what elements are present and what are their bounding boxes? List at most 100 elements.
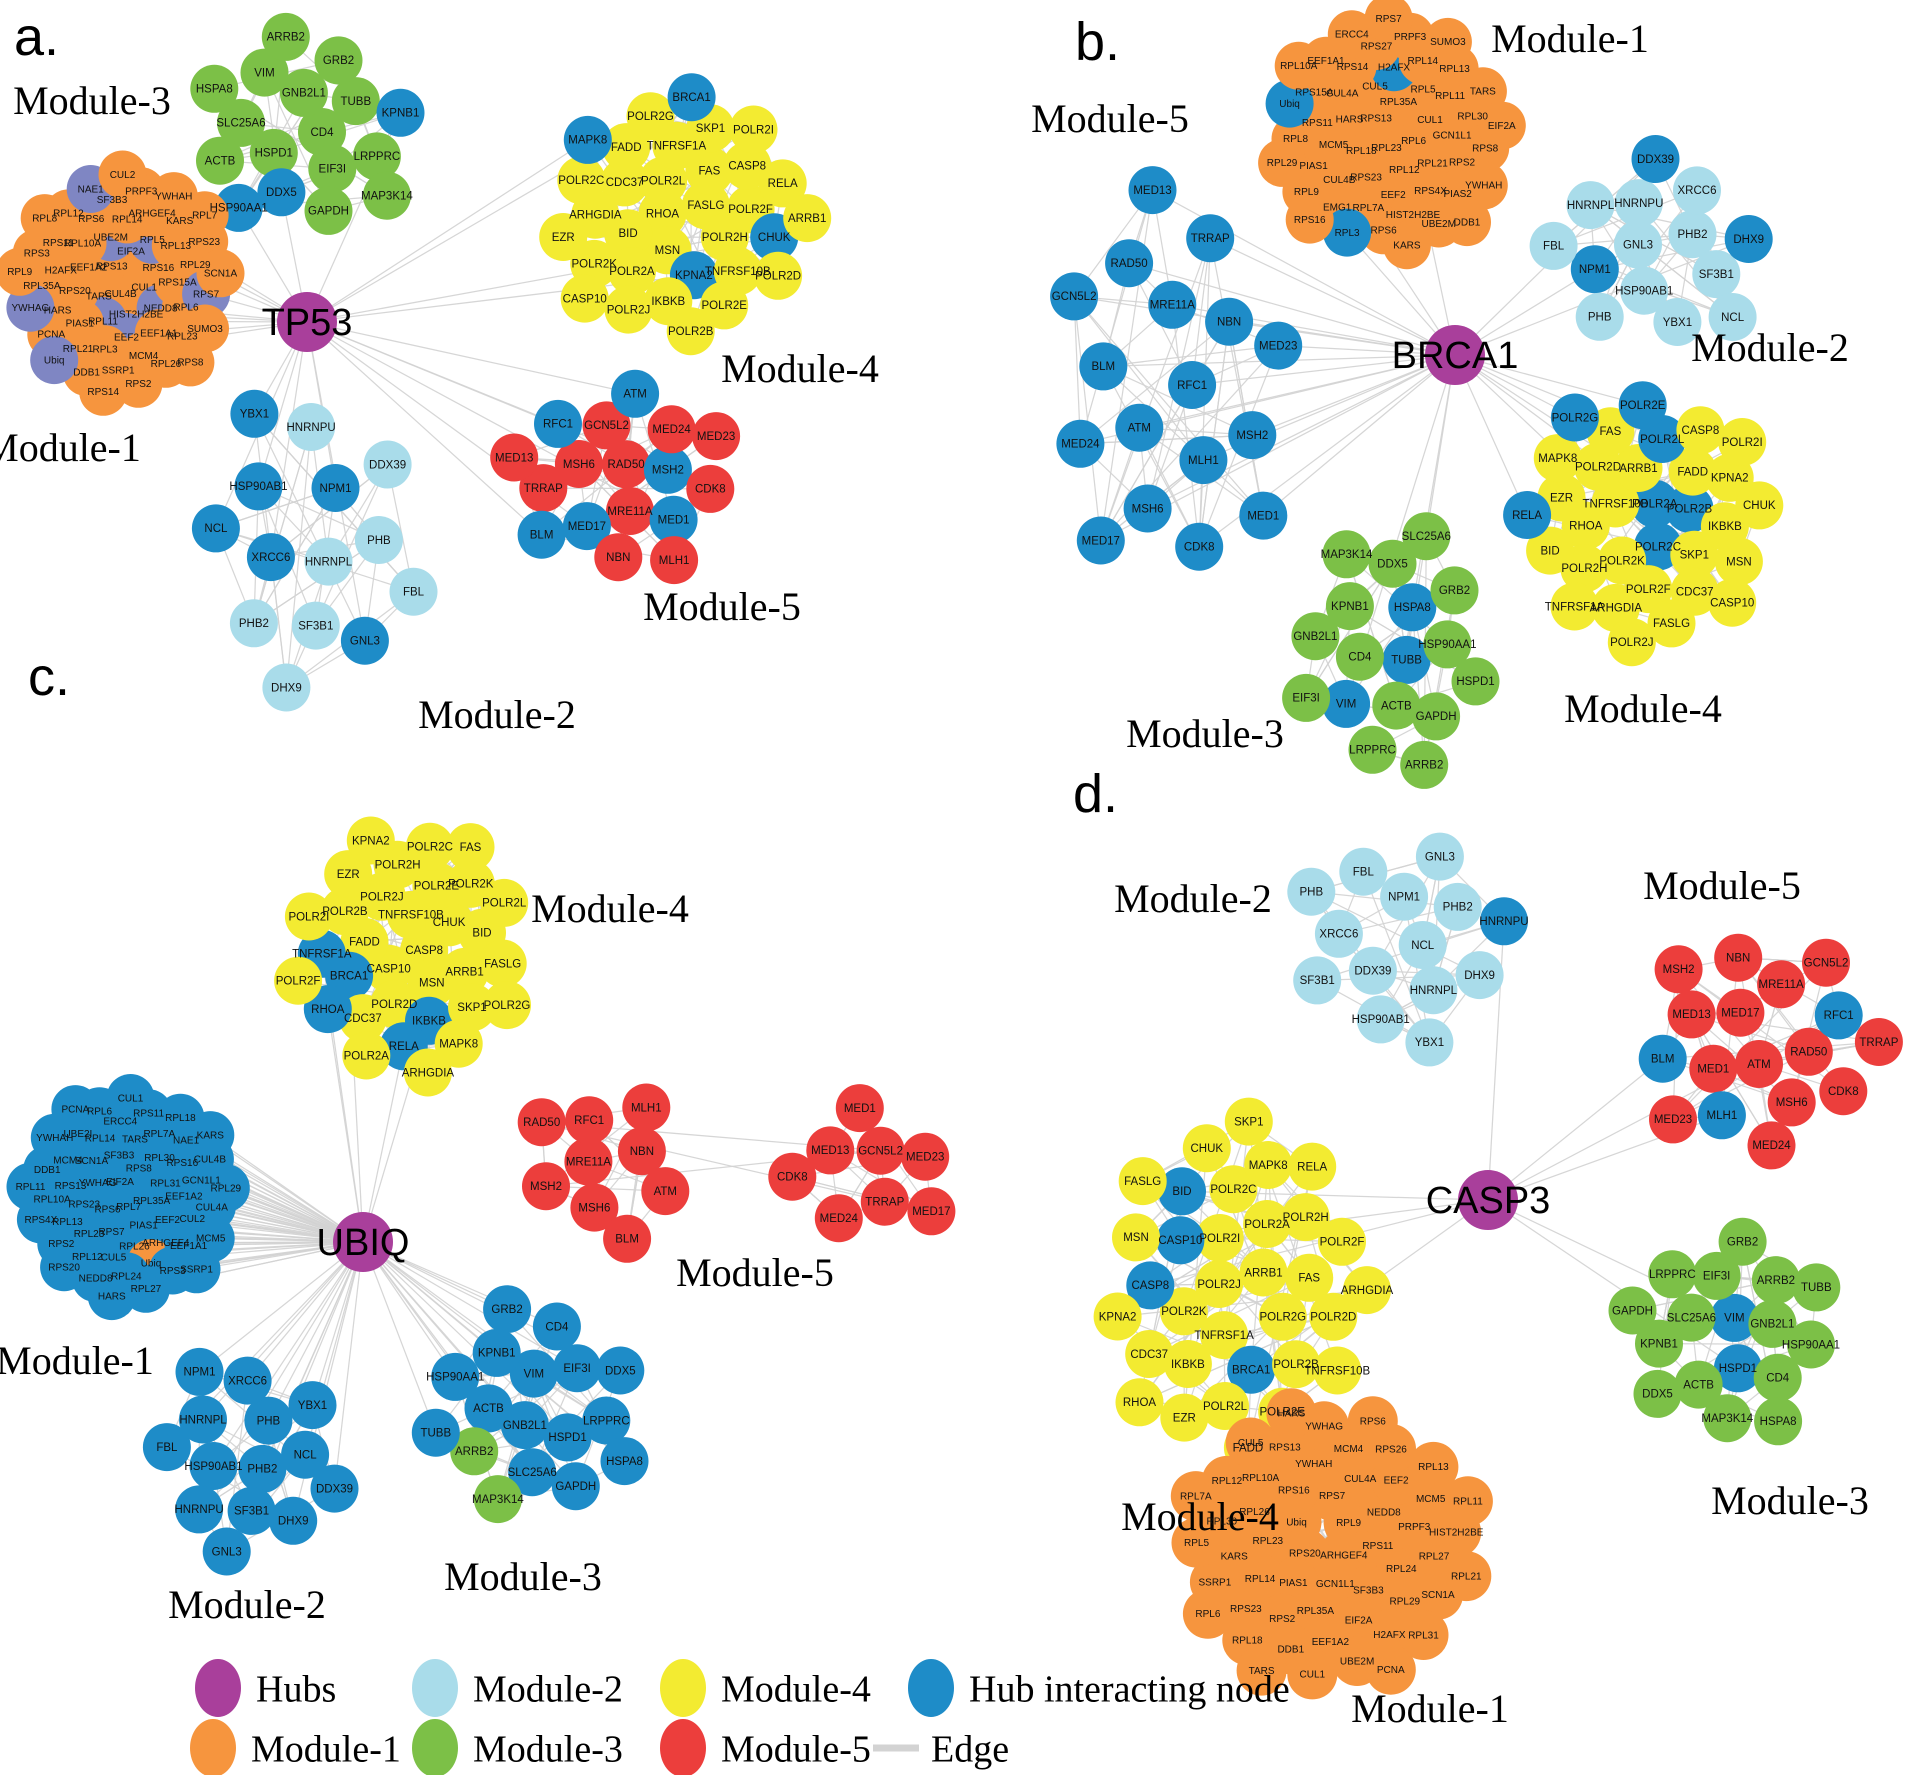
node-CUL2 <box>98 150 147 199</box>
node-VIM <box>1322 679 1371 728</box>
panel-letter-c: c. <box>28 647 70 707</box>
node-RFC1 <box>1814 991 1863 1040</box>
node-MED13 <box>806 1126 855 1175</box>
module-label-c-Module-3: Module-3 <box>444 1554 602 1599</box>
module-label-d-Module-3: Module-3 <box>1711 1478 1869 1523</box>
node-POLR2C <box>557 156 606 205</box>
node-POLR2D <box>1309 1292 1358 1341</box>
node-HSP90AA1 <box>1423 620 1472 669</box>
legend-label-module-4: Module-4 <box>721 1668 871 1710</box>
hub-edge <box>1128 262 1456 356</box>
node-MSH2 <box>522 1162 570 1211</box>
node-HNRNPU <box>1614 179 1663 228</box>
legend-label-edge: Edge <box>931 1728 1009 1770</box>
node-FAS <box>685 146 734 195</box>
node-PHB2 <box>1668 210 1717 259</box>
edge <box>285 426 312 688</box>
node-TNFRSF1A <box>1200 1311 1249 1360</box>
module-label-c-Module-2: Module-2 <box>168 1582 326 1627</box>
node-CASP10 <box>560 274 609 323</box>
node-MED24 <box>1056 419 1105 468</box>
edge <box>1102 365 1264 517</box>
node-RELA <box>758 159 807 208</box>
node-TNFRSF1A <box>1550 582 1599 631</box>
node-MED17 <box>562 502 611 551</box>
node-GNB2L1 <box>1291 612 1340 661</box>
node-CD4 <box>1753 1353 1802 1402</box>
edge <box>1362 871 1430 1043</box>
edge <box>1100 237 1211 541</box>
module-label-a-Module-5: Module-5 <box>643 584 801 629</box>
hub-edge <box>199 1241 364 1373</box>
node-POLR2J <box>1607 618 1656 667</box>
node-MLH1 <box>622 1083 671 1132</box>
panel-c-nodes <box>6 816 956 1576</box>
node-RFC1 <box>565 1096 614 1145</box>
node-PHB2 <box>1433 882 1482 931</box>
module-label-b-Module-4: Module-4 <box>1564 686 1722 731</box>
node-DHX9 <box>1724 215 1773 263</box>
node-POLR2A <box>608 247 656 296</box>
node-HSPD1 <box>1713 1344 1762 1393</box>
node-BID <box>1158 1167 1206 1216</box>
node-POLR2B <box>666 307 715 356</box>
hub-edge <box>267 1241 364 1421</box>
node-ACTB <box>1674 1360 1723 1409</box>
node-POLR2E <box>1618 381 1667 430</box>
node-DDX5 <box>1633 1369 1682 1418</box>
node-GRB2 <box>314 36 363 85</box>
node-GNB2L1 <box>279 68 328 117</box>
panel-letter-d: d. <box>1073 764 1118 824</box>
node-ACTB <box>196 136 244 185</box>
node-DDX5 <box>596 1346 645 1395</box>
node-SLC25A6 <box>1667 1293 1716 1342</box>
node-TUBB <box>411 1408 460 1457</box>
node-GAPDH <box>1608 1286 1657 1335</box>
node-GNL3 <box>1614 220 1662 269</box>
edge <box>1411 607 1425 765</box>
hub-label-CASP3: CASP3 <box>1426 1180 1551 1222</box>
node-MLH1 <box>1697 1091 1746 1140</box>
edge <box>1317 974 1480 982</box>
node-SF3B1 <box>227 1486 276 1535</box>
hub-edge <box>362 1241 437 1433</box>
legend-label-hub-interacting-node: Hub interacting node <box>969 1668 1290 1710</box>
node-CASP10 <box>1156 1216 1205 1265</box>
node-RPL21 <box>1441 1551 1492 1602</box>
node-EZR <box>1160 1393 1209 1442</box>
node-IKBKB <box>1163 1340 1212 1388</box>
edge <box>1209 238 1264 516</box>
node-CDC37 <box>1125 1330 1174 1378</box>
node-BLM <box>517 510 566 559</box>
node-YBX1 <box>230 389 279 438</box>
panel-b-nodes <box>1050 0 1784 789</box>
node-POLR2A <box>1243 1200 1292 1248</box>
node-HARS <box>1266 1388 1317 1439</box>
legend-label-hubs: Hubs <box>256 1668 336 1710</box>
node-CASP8 <box>723 141 772 190</box>
node-Ubiq <box>1265 79 1314 128</box>
node-MED24 <box>1747 1121 1796 1170</box>
node-MSH6 <box>554 440 603 488</box>
node-MSH6 <box>1767 1078 1816 1127</box>
node-HSP90AA1 <box>431 1352 480 1401</box>
node-RPL7 <box>180 191 229 240</box>
node-NPM1 <box>311 464 360 512</box>
node-SUMO3 <box>1423 17 1472 66</box>
node-TUBB <box>1382 635 1431 684</box>
node-BLM <box>1638 1034 1687 1083</box>
node-HSPA8 <box>1754 1397 1803 1446</box>
node-KPNB1 <box>472 1328 521 1377</box>
hub-edge <box>1262 354 1456 517</box>
node-KARS <box>1382 221 1431 270</box>
node-FADD <box>1668 447 1717 496</box>
edge <box>1080 321 1230 445</box>
edge <box>541 428 672 536</box>
hub-label-UBIQ: UBIQ <box>317 1222 410 1264</box>
node-MAP3K14 <box>1322 530 1371 579</box>
hub-edge <box>1209 237 1456 356</box>
node-YBX1 <box>1653 298 1702 346</box>
node-GRB2 <box>483 1285 532 1334</box>
node-LRPPRC <box>1648 1250 1697 1299</box>
edge <box>1080 434 1253 445</box>
